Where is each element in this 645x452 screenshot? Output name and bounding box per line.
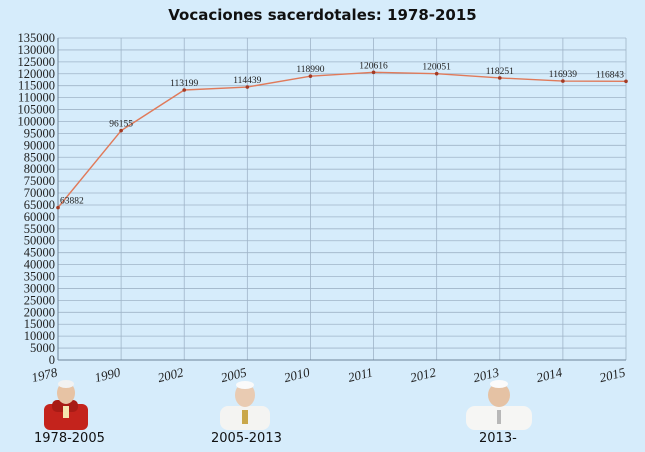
y-tick-label: 45000	[24, 246, 55, 260]
y-tick-label: 100000	[18, 114, 56, 128]
data-point	[561, 79, 565, 83]
y-tick-label: 40000	[24, 258, 55, 272]
data-point	[119, 128, 123, 133]
y-tick-label: 5000	[30, 341, 55, 355]
plot-area	[58, 38, 626, 360]
data-point	[245, 85, 250, 89]
data-point	[182, 88, 187, 92]
pope-portrait-2	[220, 381, 270, 430]
data-point	[308, 74, 313, 78]
y-tick-label: 50000	[24, 234, 55, 248]
data-labels: 63882 96155 113199 114439 118990 120616 120051…	[60, 61, 624, 206]
x-tick-label: 2012	[409, 364, 438, 385]
y-tick-label: 65000	[24, 198, 55, 212]
y-tick-label: 135000	[18, 31, 56, 45]
data-label: 118990	[296, 65, 324, 75]
data-point	[497, 76, 502, 80]
data-label: 116939	[549, 70, 577, 80]
y-tick-label: 25000	[24, 293, 55, 307]
data-label: 114439	[233, 76, 261, 86]
y-tick-label: 120000	[18, 67, 56, 81]
data-point	[56, 205, 60, 210]
x-tick-label: 2014	[535, 364, 564, 385]
data-label: 96155	[109, 120, 133, 130]
y-tick-label: 75000	[24, 174, 55, 188]
y-tick-label: 15000	[24, 317, 55, 331]
pope-portrait-3	[466, 380, 532, 430]
x-tick-label: 1990	[93, 364, 122, 385]
y-tick-label: 125000	[18, 55, 56, 69]
caption-1: 1978-2005	[34, 431, 105, 446]
data-label: 118251	[486, 67, 514, 77]
y-tick-label: 90000	[24, 138, 55, 152]
caption-3: 2013-	[479, 431, 517, 446]
y-tick-label: 10000	[24, 329, 55, 343]
y-axis: 0500010000150002000025000300003500040000…	[18, 31, 56, 367]
y-tick-label: 130000	[18, 43, 56, 57]
caption-2: 2005-2013	[211, 431, 282, 446]
y-tick-label: 30000	[24, 281, 55, 295]
data-label: 116843	[596, 70, 624, 80]
y-tick-label: 105000	[18, 103, 56, 117]
data-point	[624, 79, 628, 84]
x-axis: 1978 1990 2002 2005 2010 2011 2012 2013 2014 2015	[30, 364, 627, 385]
y-tick-label: 20000	[24, 305, 55, 319]
data-point	[434, 71, 439, 76]
y-tick-label: 110000	[18, 91, 55, 105]
pope-portrait-1	[44, 380, 88, 430]
chart-title: Vocaciones sacerdotales: 1978-2015	[168, 6, 477, 24]
data-label: 120051	[422, 63, 451, 73]
x-tick-label: 2015	[598, 364, 627, 385]
x-tick-label: 2011	[346, 364, 374, 385]
x-tick-label: 1978	[30, 364, 59, 385]
y-tick-label: 0	[49, 353, 55, 367]
y-tick-label: 60000	[24, 210, 55, 224]
x-tick-label: 2002	[156, 364, 185, 385]
y-tick-label: 55000	[24, 222, 55, 236]
y-tick-label: 80000	[24, 162, 55, 176]
x-tick-label: 2013	[472, 364, 501, 385]
data-point	[371, 70, 376, 75]
y-tick-label: 35000	[24, 270, 55, 284]
data-label: 63882	[60, 197, 84, 207]
series-line	[57, 71, 627, 209]
y-tick-label: 115000	[18, 79, 55, 93]
x-tick-label: 2010	[282, 364, 311, 385]
y-tick-label: 70000	[24, 186, 55, 200]
data-points	[56, 70, 628, 210]
data-label: 120616	[359, 61, 388, 71]
y-tick-label: 95000	[24, 126, 55, 140]
x-tick-label: 2005	[219, 364, 248, 385]
data-label: 113199	[170, 79, 198, 89]
y-tick-label: 85000	[24, 150, 55, 164]
